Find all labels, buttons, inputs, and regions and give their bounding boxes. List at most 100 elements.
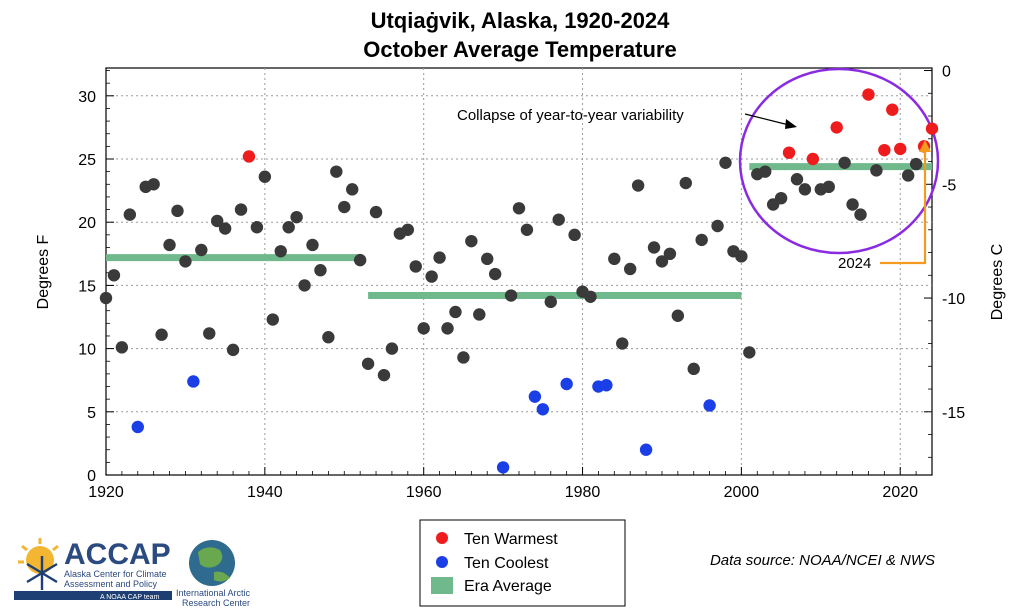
legend-marker-coolest [436, 556, 448, 568]
sun-icon [18, 538, 59, 574]
point-other-years-1965 [457, 351, 470, 364]
point-ten-warmest-1938 [242, 150, 256, 163]
point-other-years-2014 [846, 198, 859, 211]
y-left-tick-label-0: 0 [87, 468, 96, 485]
y-right-tick-label--5: -5 [942, 177, 956, 194]
point-other-years-1927 [155, 328, 168, 341]
legend-marker-era [431, 577, 453, 594]
point-ten-warmest-2012 [830, 121, 843, 134]
point-other-years-2005 [774, 191, 788, 205]
point-other-years-1950 [338, 200, 351, 214]
point-other-years-1964 [449, 305, 462, 319]
point-other-years-1993 [679, 176, 692, 190]
point-other-years-1940 [258, 170, 272, 183]
point-ten-coolest-1983 [600, 379, 613, 392]
point-other-years-1969 [488, 267, 502, 281]
axis-ticks: 1920 1940 1960 1980 2000 2020 0 5 10 15 20 25 30 0 -5 -… [78, 64, 965, 501]
iarc-line2: Research Center [182, 598, 250, 608]
accap-subtitle-line1: Alaska Center for Climate [64, 569, 167, 579]
point-ten-coolest-1978 [560, 377, 573, 391]
point-other-years-1956 [385, 342, 399, 355]
grid-lines [106, 68, 932, 475]
legend-label-era: Era Average [464, 578, 552, 595]
point-other-years-1935 [218, 222, 232, 235]
y-right-tick-label-0: 0 [942, 64, 951, 81]
point-other-years-1977 [552, 213, 565, 226]
legend-label-coolest: Ten Coolest [464, 555, 549, 572]
point-other-years-1955 [377, 368, 391, 382]
point-other-years-2007 [790, 173, 804, 186]
year-2024-label: 2024 [838, 255, 871, 272]
point-ten-warmest-2006 [782, 146, 796, 159]
point-other-years-1947 [314, 264, 327, 277]
point-other-years-1973 [520, 223, 534, 236]
plot-area-frame [105, 67, 933, 476]
point-other-years-1990 [655, 255, 669, 268]
chart-title-line1: Utqiaġvik, Alaska, 1920-2024 [371, 8, 671, 33]
point-other-years-1929 [171, 204, 184, 218]
point-other-years-1932 [195, 243, 208, 257]
point-ten-warmest-2018 [878, 143, 891, 157]
x-tick-label-1940: 1940 [247, 484, 283, 501]
y-left-tick-label-10: 10 [78, 342, 96, 359]
point-other-years-1930 [179, 255, 192, 268]
point-ten-warmest-2016 [862, 88, 875, 101]
point-other-years-1953 [361, 357, 375, 370]
x-tick-label-1920: 1920 [88, 484, 124, 501]
point-other-years-1998 [719, 156, 732, 169]
point-other-years-1928 [163, 238, 176, 252]
point-other-years-1934 [210, 214, 224, 228]
y-left-tick-label-5: 5 [87, 405, 96, 422]
point-ten-coolest-1975 [536, 403, 550, 416]
variability-arrow [744, 113, 797, 129]
point-other-years-1923 [123, 208, 137, 221]
point-other-years-1997 [711, 219, 724, 233]
point-other-years-1936 [226, 343, 240, 357]
point-other-years-1944 [290, 210, 303, 224]
y-axis-right-title: Degrees C [989, 244, 1006, 320]
point-other-years-1933 [203, 327, 216, 340]
point-other-years-1921 [107, 269, 121, 282]
accap-tag: A NOAA CAP team [100, 594, 160, 601]
point-other-years-1962 [433, 251, 446, 264]
point-other-years-2000 [735, 250, 748, 263]
point-other-years-1976 [544, 295, 557, 309]
legend-box [419, 519, 626, 607]
point-other-years-1946 [306, 238, 319, 252]
point-other-years-1985 [616, 337, 629, 350]
point-ten-coolest-1924 [131, 420, 144, 434]
y-axis-left-title: Degrees F [35, 234, 52, 309]
snowflake-icon [26, 556, 58, 590]
y-right-tick-label--15: -15 [942, 405, 965, 422]
point-other-years-1979 [568, 228, 581, 242]
point-ten-coolest-1970 [496, 461, 510, 474]
accap-subtitle-line2: Assessment and Policy [64, 579, 158, 589]
point-other-years-1994 [687, 362, 700, 376]
point-other-years-1987 [631, 179, 645, 192]
iarc-logo: International Arctic Research Center [176, 540, 251, 608]
point-ten-warmest-2009 [806, 152, 820, 166]
point-ten-warmest-2020 [894, 142, 907, 156]
x-tick-label-2020: 2020 [882, 484, 918, 501]
x-tick-label-1980: 1980 [565, 484, 601, 501]
point-other-years-1968 [481, 252, 494, 266]
point-other-years-1922 [115, 341, 129, 354]
point-other-years-1961 [425, 270, 438, 283]
iarc-line1: International Arctic [176, 588, 251, 598]
data-points [99, 88, 939, 474]
legend-label-warmest: Ten Warmest [464, 531, 558, 548]
year-2024-arrow [880, 140, 931, 265]
point-ten-coolest-1988 [639, 443, 653, 456]
y-left-tick-label-30: 30 [78, 89, 96, 106]
point-other-years-1948 [322, 331, 335, 344]
point-other-years-1981 [584, 290, 597, 303]
point-other-years-1951 [346, 183, 359, 196]
point-other-years-1954 [369, 205, 383, 219]
point-other-years-2008 [798, 183, 812, 196]
point-ten-warmest-2019 [886, 103, 899, 116]
y-left-tick-label-20: 20 [78, 215, 96, 232]
data-source: Data source: NOAA/NCEI & NWS [710, 552, 935, 569]
globe-icon [189, 540, 235, 586]
point-other-years-1995 [695, 233, 708, 247]
